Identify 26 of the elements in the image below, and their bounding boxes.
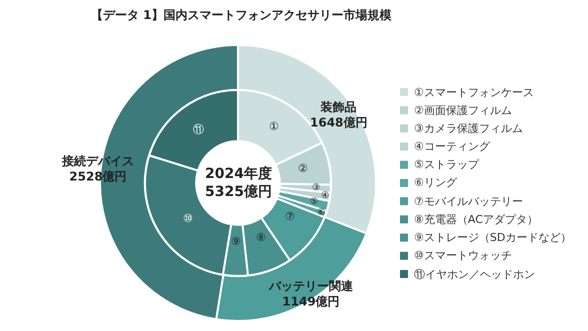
legend-label: ⑧充電器（ACアダプタ） — [414, 213, 538, 226]
legend-label: ⑤ストラップ — [414, 158, 480, 171]
data-label: ② — [298, 162, 308, 175]
slice-label: バッテリー関連 — [268, 279, 354, 293]
legend-label: ⑥リング — [414, 176, 458, 189]
data-label: ⑩ — [183, 212, 193, 225]
data-label: ④ — [321, 191, 330, 201]
data-label: ⑧ — [256, 231, 266, 244]
data-label: ③ — [312, 183, 320, 193]
data-label: ① — [269, 120, 279, 133]
legend-label: ①スマートフォンケース — [414, 86, 534, 99]
data-label: ⑨ — [231, 235, 241, 248]
legend-label: ④コーティング — [414, 140, 491, 153]
data-label: ⑦ — [285, 210, 295, 223]
legend-label: ②画面保護フィルム — [414, 104, 512, 117]
legend-label: ⑪イヤホン／ヘッドホン — [414, 268, 535, 281]
data-label: ⑪ — [193, 123, 204, 136]
legend-label: ③カメラ保護フィルム — [414, 122, 523, 135]
data-label: 1648億円 — [310, 116, 368, 130]
chart-title: 【データ 1】国内スマートフォンアクセサリー市場規模 — [91, 8, 392, 22]
text: 2024年度 5325億円 — [205, 165, 272, 200]
data-label: ⑤ — [310, 197, 318, 207]
slice-label: 装飾品 — [320, 100, 357, 114]
legend-label: ⑦モバイルバッテリー — [414, 195, 523, 208]
legend-label: ⑩スマートウォッチ — [414, 249, 512, 262]
legend-label: ⑨ストレージ（SDカードなど） — [414, 231, 572, 244]
